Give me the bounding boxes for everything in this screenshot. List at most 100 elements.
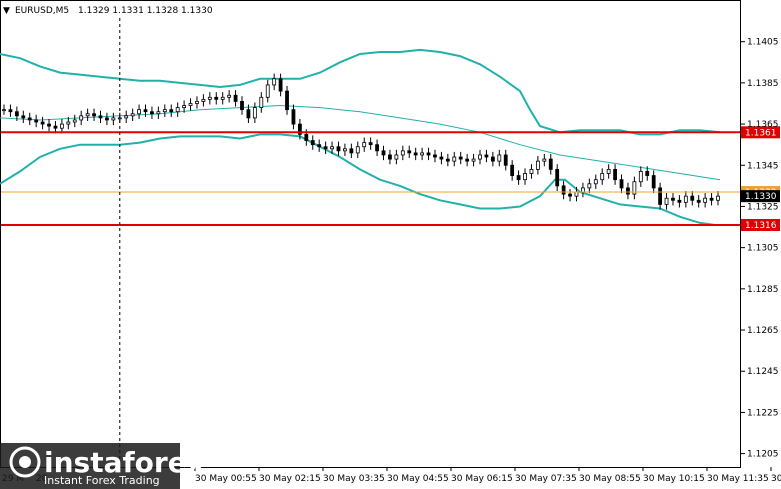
- candle: [259, 92, 264, 113]
- candle: [362, 137, 367, 152]
- y-tick-label: 1.1305: [747, 244, 779, 254]
- candle: [137, 104, 141, 119]
- candle: [214, 92, 219, 105]
- candle: [92, 108, 96, 121]
- candle: [606, 164, 611, 179]
- candle: [375, 139, 379, 156]
- candle: [330, 141, 334, 154]
- y-tick-label: 1.1205: [747, 450, 779, 460]
- candle: [709, 193, 714, 206]
- candle: [381, 145, 386, 161]
- candle: [426, 147, 431, 161]
- candle: [47, 118, 51, 132]
- x-tick-label: 30 May 12:55: [771, 474, 781, 484]
- y-axis: 1.1405 1.1385 1.1365 1.1345 1.1325 1.1305 1.12…: [740, 38, 779, 460]
- candle: [439, 151, 444, 165]
- price-level-label: 1.1361: [745, 128, 777, 138]
- candle: [394, 149, 399, 165]
- candle: [658, 182, 663, 210]
- y-tick-label: 1.1365: [747, 120, 779, 130]
- bollinger-lower-line: [0, 133, 716, 226]
- candle: [143, 104, 148, 117]
- candle: [388, 149, 392, 165]
- candle: [400, 145, 405, 161]
- candle: [188, 98, 193, 111]
- candle: [317, 139, 322, 152]
- candle: [497, 149, 502, 167]
- plot-frame: [0, 0, 741, 468]
- candle: [471, 153, 476, 167]
- candle: [53, 120, 58, 134]
- watermark-brand: instaforex: [44, 446, 205, 479]
- candle: [664, 193, 669, 210]
- candle: [175, 102, 180, 117]
- candle: [613, 164, 617, 185]
- candle: [310, 135, 315, 150]
- candle: [696, 195, 701, 208]
- candles: [2, 73, 720, 210]
- price-level-tag: [741, 218, 780, 231]
- candle: [593, 174, 598, 189]
- candle: [105, 112, 109, 126]
- y-tick-label: 1.1245: [747, 367, 779, 377]
- candle: [111, 112, 116, 126]
- price-level-label: 1.1316: [745, 221, 777, 231]
- candle: [484, 149, 489, 163]
- candle: [27, 112, 32, 126]
- x-tick-label: 30 May 06:15: [451, 474, 513, 484]
- bollinger-upper-line: [0, 48, 721, 136]
- candle: [14, 106, 19, 121]
- candle: [40, 116, 45, 130]
- candle: [433, 149, 437, 163]
- candle: [297, 118, 302, 140]
- candle: [150, 106, 154, 119]
- candle: [638, 166, 643, 187]
- candle: [478, 149, 482, 165]
- x-tick-label: 30 May 04:55: [387, 474, 449, 484]
- candle: [233, 90, 238, 107]
- candle: [201, 94, 206, 107]
- watermark-logo: instaforex Instant Forex Trading: [0, 443, 205, 489]
- candle: [162, 104, 167, 117]
- candle: [265, 79, 270, 103]
- y-tick-label: 1.1285: [747, 285, 779, 295]
- candle: [651, 170, 656, 194]
- candle: [355, 141, 360, 159]
- candle: [458, 151, 463, 165]
- candle: [130, 108, 135, 121]
- candle: [195, 96, 199, 109]
- candle: [343, 143, 347, 156]
- candle: [124, 110, 129, 124]
- candle: [555, 164, 560, 192]
- candle: [683, 191, 688, 208]
- x-tick-label: 30 May 10:15: [643, 474, 705, 484]
- candle: [278, 73, 283, 97]
- candle: [465, 153, 470, 167]
- candle: [523, 168, 527, 185]
- y-tick-label: 1.1405: [747, 38, 779, 48]
- y-tick-label: 1.1265: [747, 326, 779, 336]
- x-tick-label: 30 May 11:35: [707, 474, 769, 484]
- candle: [703, 193, 708, 208]
- price-level-label: 1.1330: [745, 192, 777, 202]
- x-tick-label: 30 May 03:35: [323, 474, 385, 484]
- candle: [72, 114, 77, 128]
- candle: [677, 195, 682, 208]
- candle: [85, 108, 90, 121]
- candle: [156, 106, 161, 119]
- candle: [445, 153, 450, 167]
- candle: [59, 118, 64, 134]
- candle: [413, 147, 418, 161]
- candle: [619, 174, 624, 194]
- candle: [490, 151, 495, 167]
- candle: [66, 116, 71, 130]
- dropdown-triangle-icon[interactable]: ▼: [3, 6, 10, 16]
- y-tick-label: 1.1385: [747, 79, 779, 89]
- instaforex-logo-icon: [9, 446, 41, 478]
- candle: [568, 188, 572, 202]
- candle: [452, 151, 457, 167]
- y-tick-label: 1.1325: [747, 202, 779, 212]
- candle: [349, 143, 354, 159]
- candle: [291, 104, 296, 130]
